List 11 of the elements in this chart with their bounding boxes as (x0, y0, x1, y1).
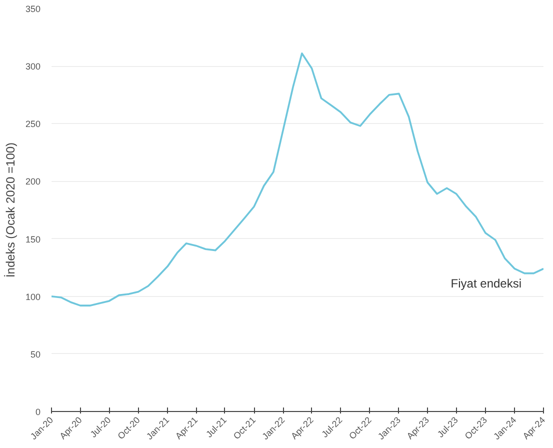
y-tick-label: 0 (35, 407, 41, 417)
y-tick-label: 100 (25, 292, 41, 302)
y-tick-label: 300 (25, 62, 41, 72)
series-label: Fiyat endeksi (450, 276, 522, 291)
y-tick-label: 50 (30, 349, 41, 360)
y-tick-label: 150 (25, 234, 41, 244)
y-tick-label: 200 (25, 176, 41, 187)
line-series (52, 52, 544, 306)
y-axis-title: İndeks (Ocak 2020 =100) (3, 142, 18, 278)
y-tick-label: 350 (25, 4, 41, 14)
y-tick-label: 250 (25, 119, 41, 130)
